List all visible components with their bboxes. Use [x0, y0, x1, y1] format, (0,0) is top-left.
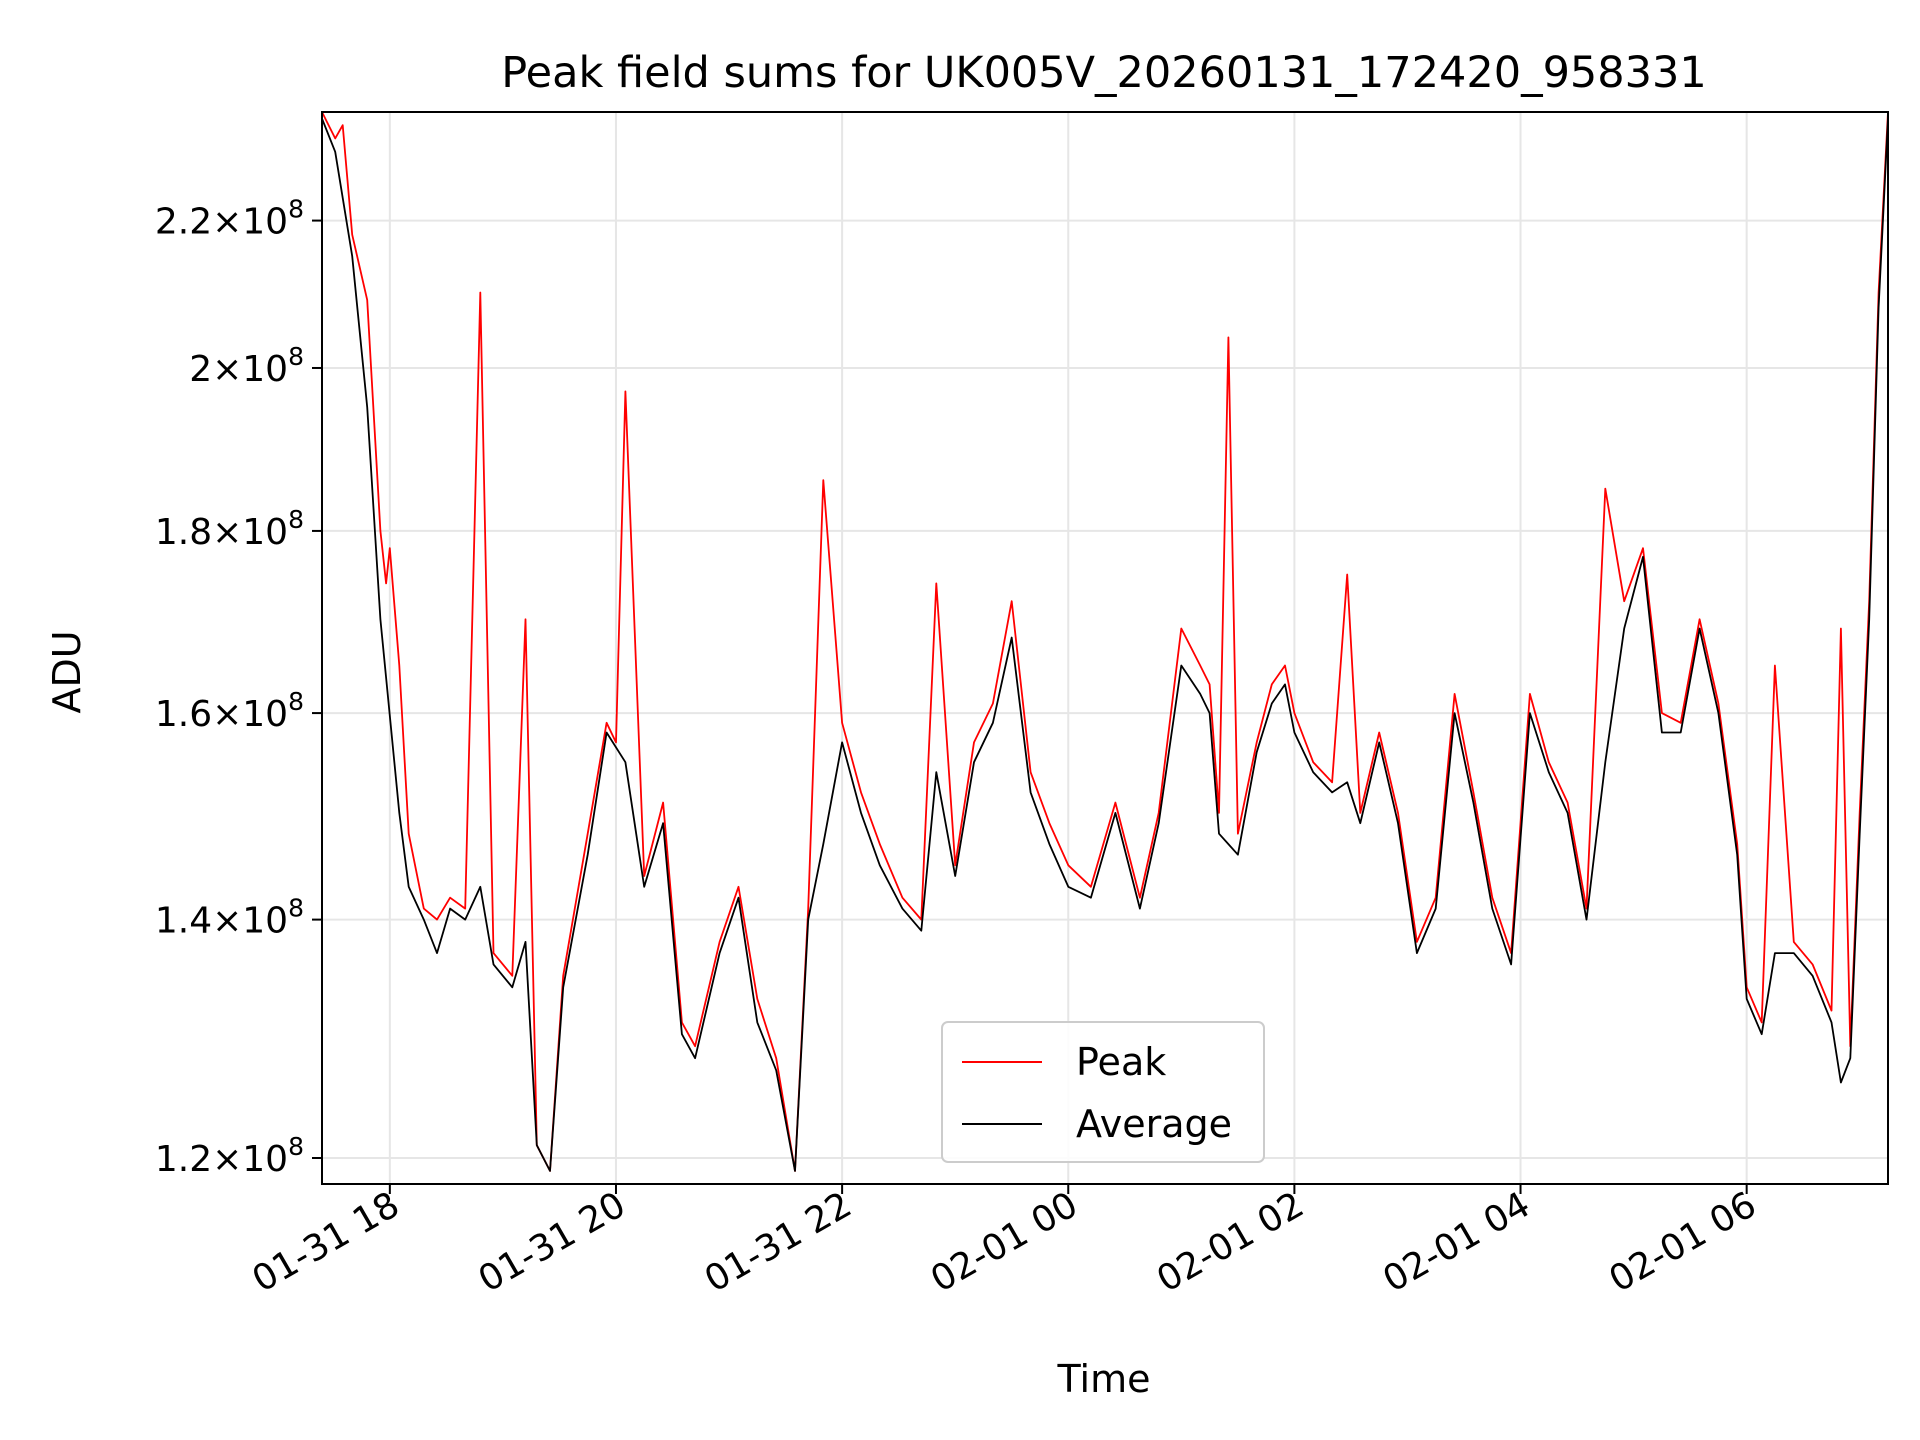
y-tick-label: 2.2×108 — [155, 195, 304, 243]
y-axis: 1.2×108 1.4×108 1.6×108 1.8×108 2×108 2.2×108 — [155, 195, 322, 1180]
y-tick-label: 1.6×108 — [155, 687, 304, 735]
y-tick-label: 2×108 — [189, 342, 304, 390]
y-tick-label: 1.2×108 — [155, 1132, 304, 1180]
chart-title: Peak field sums for UK005V_20260131_1724… — [501, 48, 1706, 98]
grid — [322, 112, 1888, 1184]
plot-frame — [321, 111, 1889, 1185]
series-line-peak — [321, 111, 1889, 1172]
y-axis-label: ADU — [45, 630, 89, 713]
y-tick-label: 1.8×108 — [155, 505, 304, 553]
legend: Peak Average — [941, 1021, 1265, 1163]
legend-label-average: Average — [1076, 1102, 1232, 1146]
y-tick-label: 1.4×108 — [155, 894, 304, 942]
legend-label-peak: Peak — [1076, 1040, 1166, 1084]
series-layer — [321, 111, 1889, 1172]
series-line-average — [321, 118, 1889, 1172]
x-axis-label: Time — [1057, 1357, 1151, 1401]
legend-box — [941, 1021, 1265, 1163]
